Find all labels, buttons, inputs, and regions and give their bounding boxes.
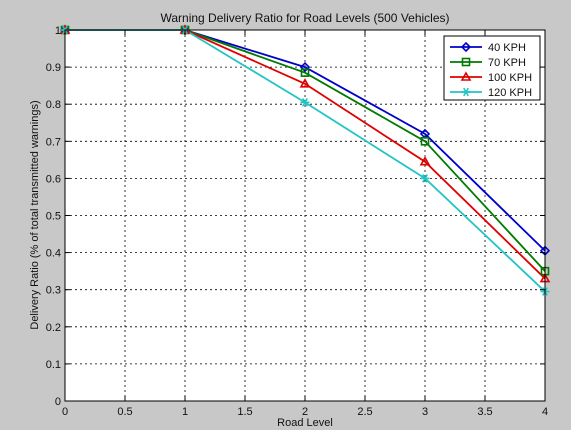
x-tick-label: 1.5 bbox=[237, 406, 252, 418]
y-tick-labels: 0 0.1 0.2 0.3 0.4 0.5 0.6 0.7 0.8 0.9 1 bbox=[46, 25, 61, 408]
marker-stroke bbox=[422, 174, 428, 183]
y-tick-label: 0.2 bbox=[46, 322, 61, 334]
chart-title: Warning Delivery Ratio for Road Levels (… bbox=[160, 11, 449, 25]
data-point-marker bbox=[300, 68, 310, 77]
data-point-marker bbox=[461, 87, 471, 97]
x-tick-label: 0 bbox=[62, 406, 68, 418]
y-tick-label: 0.9 bbox=[46, 62, 61, 74]
data-point-marker bbox=[300, 98, 310, 107]
marker-stroke bbox=[302, 98, 308, 107]
legend-entry-label: 120 KPH bbox=[488, 87, 532, 99]
x-tick-label: 3.5 bbox=[477, 406, 492, 418]
legend-entry-label: 100 KPH bbox=[488, 72, 532, 84]
legend-entry-label: 40 KPH bbox=[488, 42, 526, 54]
y-tick-label: 0.7 bbox=[46, 136, 61, 148]
data-point-marker bbox=[420, 137, 430, 146]
x-tick-label: 2.5 bbox=[357, 406, 372, 418]
x-tick-label: 3 bbox=[422, 406, 428, 418]
marker-stroke bbox=[463, 87, 469, 97]
y-tick-label: 0.5 bbox=[46, 211, 61, 223]
y-tick-label: 0.1 bbox=[46, 359, 61, 371]
data-point-marker bbox=[299, 78, 311, 88]
x-tick-label: 1 bbox=[182, 406, 188, 418]
legend: 40 KPH 70 KPH 100 KPH 120 KPH bbox=[443, 35, 541, 101]
x-tick-label: 0.5 bbox=[117, 406, 132, 418]
y-tick-label: 0.4 bbox=[46, 248, 61, 260]
data-point-marker bbox=[420, 174, 430, 183]
x-tick-label: 2 bbox=[302, 406, 308, 418]
data-point-marker bbox=[419, 156, 431, 166]
y-tick-label: 1 bbox=[55, 25, 61, 37]
ticks bbox=[64, 29, 546, 402]
data-point-marker bbox=[460, 71, 472, 81]
x-tick-label: 4 bbox=[542, 406, 548, 418]
y-axis-label: Delivery Ratio (% of total transmitted w… bbox=[29, 100, 41, 329]
y-tick-label: 0 bbox=[55, 396, 61, 408]
data-point-marker bbox=[299, 61, 311, 73]
y-tick-label: 0.8 bbox=[46, 99, 61, 111]
legend-entry-label: 70 KPH bbox=[488, 57, 526, 69]
x-axis-label: Road Level bbox=[277, 417, 333, 429]
y-tick-label: 0.6 bbox=[46, 173, 61, 185]
data-point-marker bbox=[460, 41, 472, 53]
x-tick-labels: 0 0.5 1 1.5 2 2.5 3 3.5 4 bbox=[62, 406, 548, 418]
y-tick-label: 0.3 bbox=[46, 285, 61, 297]
data-point-marker bbox=[461, 57, 471, 67]
